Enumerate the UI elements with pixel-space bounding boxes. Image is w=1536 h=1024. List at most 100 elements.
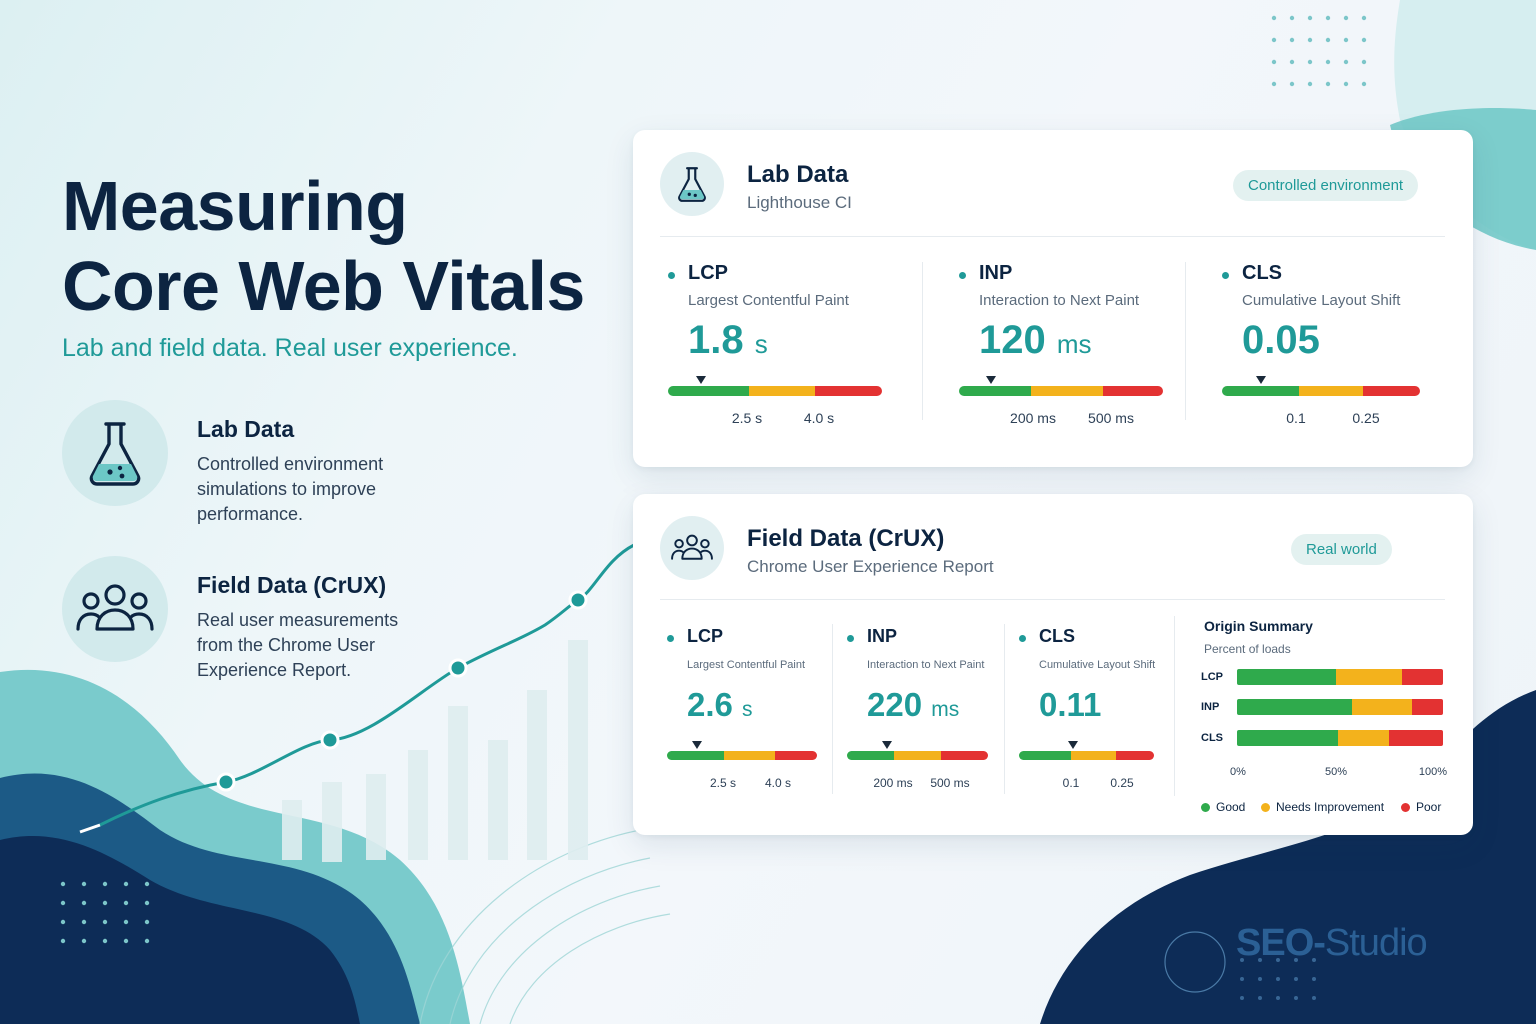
field-metric-cls: CLS Cumulative Layout Shift 0.11 0.1 0.2…: [1019, 626, 1159, 796]
legend-dot: [1201, 803, 1210, 812]
lab-metric-cls: CLS Cumulative Layout Shift 0.05 0.1 0.2…: [1222, 262, 1422, 432]
legend-label: Needs Improvement: [1276, 800, 1385, 814]
bar-segment-needs-improvement: [1337, 730, 1390, 746]
feature-field-data: Field Data (CrUX) Real user measurements…: [62, 556, 482, 686]
origin-summary-row: LCP: [1201, 669, 1451, 685]
needs-improvement-segment: [724, 751, 775, 760]
metric-value: 220 ms: [867, 686, 959, 724]
metric-description: Largest Contentful Paint: [688, 292, 849, 309]
needs-improvement-segment: [1031, 386, 1103, 396]
tagline: Lab and field data. Real user experience…: [62, 334, 518, 362]
feature-icon-circle: [62, 400, 168, 506]
legend-poor: Poor: [1401, 800, 1441, 814]
brand-name-part1: SEO-: [1236, 922, 1326, 964]
field-metric-inp: INP Interaction to Next Paint 220 ms 200…: [847, 626, 991, 796]
feature-title: Lab Data: [197, 416, 295, 442]
threshold-bar: [1222, 386, 1420, 396]
bar-segment-good: [1237, 669, 1336, 685]
page-title-line2: Core Web Vitals: [62, 247, 585, 325]
feature-title: Field Data (CrUX): [197, 572, 387, 598]
metric-name: CLS: [1039, 626, 1075, 646]
good-segment: [959, 386, 1031, 396]
card-title: Lab Data: [747, 161, 849, 188]
metric-value-number: 120: [979, 318, 1046, 362]
value-marker: [692, 741, 702, 749]
bar-segment-poor: [1389, 730, 1443, 746]
lab-metric-inp: INP Interaction to Next Paint 120 ms 200…: [959, 262, 1164, 432]
good-segment: [667, 751, 724, 760]
metric-description: Cumulative Layout Shift: [1242, 292, 1401, 309]
threshold-label: 200 ms: [873, 776, 913, 790]
poor-segment: [941, 751, 988, 760]
metric-dot: [847, 635, 854, 642]
card-icon-circle: [660, 152, 724, 216]
environment-badge: Real world: [1291, 534, 1392, 565]
legend-label: Good: [1216, 800, 1246, 814]
card-icon-circle: [660, 516, 724, 580]
row-label: INP: [1201, 701, 1220, 713]
threshold-bar: [667, 751, 817, 760]
bar-segment-poor: [1401, 669, 1443, 685]
stacked-bar: [1237, 669, 1443, 685]
poor-segment: [775, 751, 817, 760]
users-icon: [76, 584, 154, 631]
threshold-label: 500 ms: [1088, 410, 1134, 426]
bar-segment-good: [1237, 699, 1353, 715]
field-data-card: Field Data (CrUX) Chrome User Experience…: [633, 494, 1473, 835]
threshold-bar: [959, 386, 1163, 396]
value-marker: [882, 741, 892, 749]
metric-unit: s: [742, 698, 753, 721]
feature-icon-circle: [62, 556, 168, 662]
card-divider: [660, 236, 1445, 237]
value-marker: [696, 376, 706, 384]
needs-improvement-segment: [1071, 751, 1116, 760]
axis-tick-label: 0%: [1230, 766, 1246, 778]
bar-segment-needs-improvement: [1335, 669, 1402, 685]
stacked-bar: [1237, 699, 1443, 715]
card-title: Field Data (CrUX): [747, 525, 945, 552]
threshold-label: 200 ms: [1010, 410, 1056, 426]
metric-value-number: 220: [867, 686, 923, 723]
origin-summary-title: Origin Summary: [1204, 618, 1313, 634]
stacked-bar: [1237, 730, 1443, 746]
row-label: LCP: [1201, 671, 1223, 683]
users-icon: [671, 534, 713, 560]
needs-improvement-segment: [749, 386, 815, 396]
origin-summary-subtitle: Percent of loads: [1204, 642, 1291, 656]
flask-icon: [89, 422, 141, 486]
origin-summary-row: CLS: [1201, 730, 1451, 746]
metric-dot: [667, 635, 674, 642]
metric-value: 0.05: [1242, 318, 1320, 363]
metric-name: CLS: [1242, 262, 1282, 284]
value-marker: [1256, 376, 1266, 384]
axis-tick-label: 50%: [1324, 766, 1348, 778]
brand-name-part2: Studio: [1324, 922, 1428, 964]
metric-unit: ms: [1056, 329, 1092, 359]
metric-description: Interaction to Next Paint: [867, 659, 985, 671]
legend-good: Good: [1201, 800, 1245, 814]
threshold-label: 0.25: [1110, 776, 1134, 790]
metric-separator: [1174, 616, 1175, 796]
good-segment: [1019, 751, 1071, 760]
metric-separator: [1185, 262, 1186, 420]
threshold-label: 4.0 s: [803, 410, 835, 426]
good-segment: [668, 386, 749, 396]
metric-unit: s: [754, 329, 768, 359]
flask-icon: [678, 167, 706, 202]
threshold-label: 2.5 s: [731, 410, 763, 426]
metric-dot: [959, 272, 966, 279]
threshold-label: 4.0 s: [764, 776, 792, 790]
metric-dot: [1019, 635, 1026, 642]
origin-summary-chart: Origin Summary Percent of loads LCP INP CL…: [1201, 614, 1451, 814]
metric-separator: [832, 624, 833, 794]
metric-description: Largest Contentful Paint: [687, 659, 806, 671]
metric-dot: [1222, 272, 1229, 279]
metric-value: 1.8 s: [688, 318, 768, 363]
lab-metric-lcp: LCP Largest Contentful Paint 1.8 s 2.5 s…: [668, 262, 883, 432]
value-marker: [986, 376, 996, 384]
threshold-label: 0.1: [1062, 776, 1080, 790]
metric-name: LCP: [688, 262, 728, 284]
poor-segment: [1363, 386, 1420, 396]
metric-dot: [668, 272, 675, 279]
lab-data-card: Lab Data Lighthouse CI Controlled enviro…: [633, 130, 1473, 467]
